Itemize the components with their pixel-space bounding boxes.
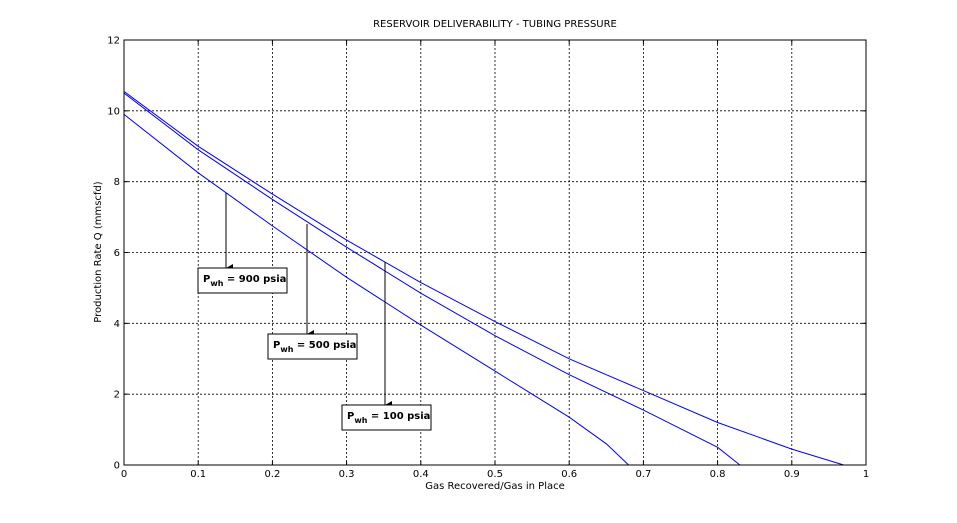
x-tick-label: 0.2 [264,469,280,480]
annotation-suffix: = 500 psia [293,340,356,351]
x-tick-label: 0.7 [635,469,651,480]
x-axis-label: Gas Recovered/Gas in Place [425,481,565,492]
y-tick-label: 4 [114,319,120,330]
chart-title: RESERVOIR DELIVERABILITY - TUBING PRESSU… [373,19,617,30]
annotation-main: P [203,274,210,285]
annotation-text: Pwh = 100 psia [347,411,430,425]
annotation-subscript: wh [280,345,293,354]
annotation-text: Pwh = 500 psia [273,340,356,354]
x-tick-label: 0.1 [190,469,206,480]
y-tick-label: 6 [114,248,120,259]
annotation-text: Pwh = 900 psia [203,274,286,288]
x-tick-label: 0 [121,469,127,480]
plot-frame [123,39,867,466]
x-tick-label: 0.6 [561,469,577,480]
y-tick-label: 2 [114,390,120,401]
annotation-main: P [347,411,354,422]
x-tick-label: 0.9 [784,469,800,480]
series-line [123,114,629,466]
x-tick-label: 0.4 [413,469,429,480]
y-tick-label: 0 [114,461,120,472]
x-tick-label: 0.3 [339,469,355,480]
x-tick-label: 0.8 [710,469,726,480]
y-tick-label: 8 [114,177,120,188]
annotation-box [341,404,432,431]
annotation-suffix: = 900 psia [223,274,286,285]
y-tick-label: 12 [107,36,120,47]
series-line [123,92,741,466]
series-line [123,90,844,466]
x-tick-label: 0.5 [487,469,503,480]
y-tick-label: 10 [107,106,120,117]
x-tick-label: 1 [863,469,869,480]
annotation-subscript: wh [354,416,367,425]
y-axis-label: Production Rate Q (mmscfd) [93,181,104,323]
annotation-main: P [273,340,280,351]
annotation-box [197,267,288,294]
annotation-subscript: wh [210,279,223,288]
annotation-suffix: = 100 psia [367,411,430,422]
annotation-box [267,333,358,360]
